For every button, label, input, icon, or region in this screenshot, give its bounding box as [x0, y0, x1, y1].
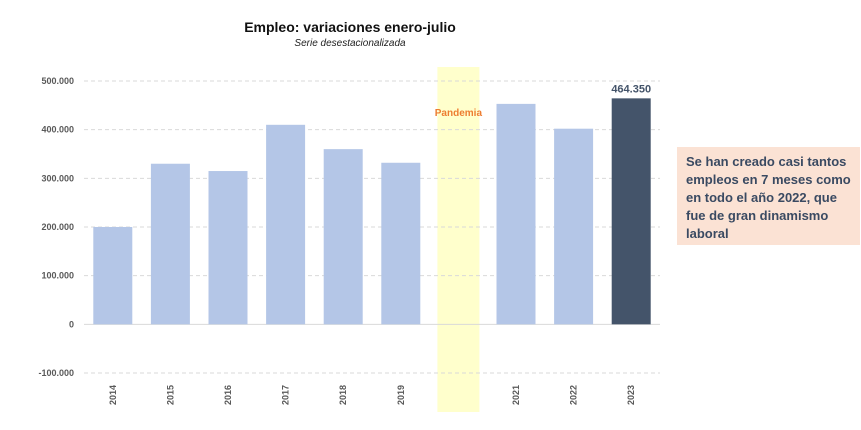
data-label: 464.350	[611, 83, 651, 95]
bar	[150, 163, 190, 325]
chart-subtitle: Serie desestacionalizada	[294, 38, 406, 49]
bar	[554, 128, 594, 325]
bar	[381, 162, 421, 325]
pandemic-shade	[437, 67, 480, 412]
x-tick-label: 2019	[396, 385, 406, 405]
x-tick-label: 2014	[108, 385, 118, 405]
x-tick-label: 2015	[165, 385, 175, 405]
y-tick-label: 500.000	[41, 76, 74, 86]
y-tick-label: 400.000	[41, 125, 74, 135]
y-tick-label: 0	[69, 319, 74, 329]
bar	[266, 124, 306, 325]
x-tick-label: 2023	[626, 385, 636, 405]
y-tick-label: 200.000	[41, 222, 74, 232]
bar-highlighted	[611, 98, 651, 325]
bar	[323, 149, 363, 325]
x-tick-label: 2021	[511, 385, 521, 405]
bar	[496, 103, 536, 325]
x-tick-label: 2022	[569, 385, 579, 405]
annotation-box: Se han creado casi tantos empleos en 7 m…	[677, 147, 860, 245]
y-tick-label: -100.000	[38, 368, 74, 378]
y-tick-label: 100.000	[41, 271, 74, 281]
chart-title: Empleo: variaciones enero-julio	[244, 19, 456, 35]
pandemic-label: Pandemia	[435, 108, 483, 119]
y-tick-label: 300.000	[41, 173, 74, 183]
bar	[93, 227, 133, 325]
x-tick-label: 2018	[338, 385, 348, 405]
x-tick-label: 2016	[223, 385, 233, 405]
x-tick-label: 2017	[281, 385, 291, 405]
bar	[208, 171, 248, 325]
